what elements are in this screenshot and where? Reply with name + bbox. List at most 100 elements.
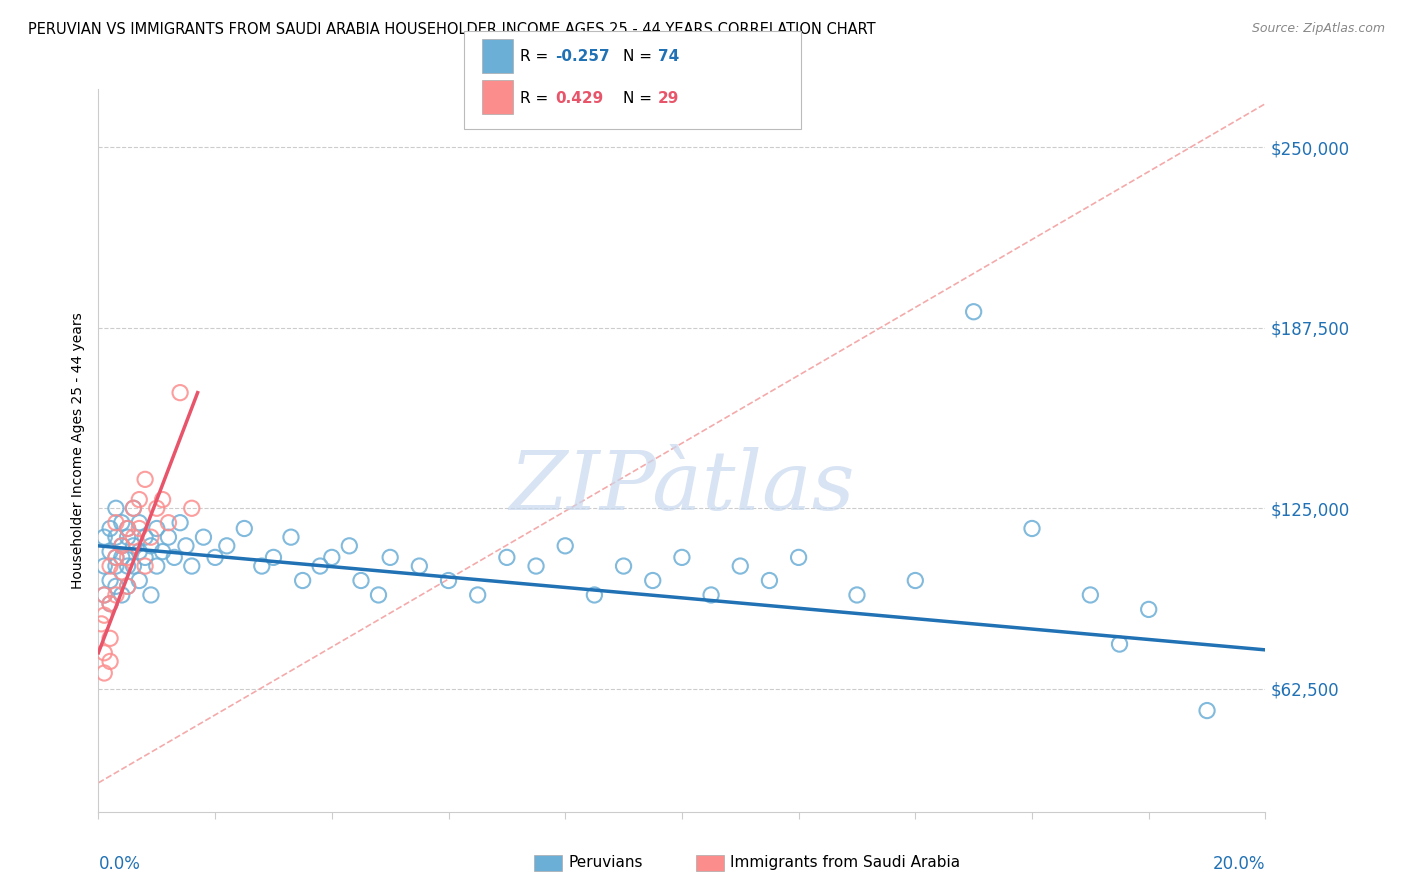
Point [104,550,127,565]
Point [146,521,169,535]
Point [111,565,134,579]
Point [215,539,238,553]
Point [111,550,134,565]
Text: 0.0%: 0.0% [98,855,141,873]
Point [98,574,121,588]
Point [117,521,139,535]
Point [700,588,723,602]
Point [671,550,693,565]
Point [174,539,197,553]
Point [641,574,664,588]
Point [104,516,127,530]
Point [111,516,134,530]
Point [291,574,314,588]
Point [730,559,752,574]
Point [152,492,174,507]
Point [122,559,145,574]
Point [146,559,169,574]
Point [122,501,145,516]
Point [904,574,927,588]
Point [437,574,460,588]
Point [612,559,634,574]
Point [122,539,145,553]
Text: 20.0%: 20.0% [1213,855,1265,873]
Point [408,559,430,574]
Point [962,304,984,318]
Point [139,530,162,544]
Point [111,539,134,553]
Point [128,516,150,530]
Point [128,574,150,588]
Point [134,530,156,544]
Point [93,588,115,602]
Point [758,574,780,588]
Point [90,616,112,631]
Point [1195,704,1218,718]
Point [163,550,186,565]
Point [321,550,343,565]
Point [193,530,215,544]
Point [93,608,115,623]
Point [139,588,162,602]
Point [104,588,127,602]
Point [98,632,121,646]
Point [280,530,302,544]
Point [250,559,273,574]
Text: R =: R = [520,91,558,105]
Point [146,501,169,516]
Point [1080,588,1102,602]
Point [111,588,134,602]
Point [309,559,332,574]
Point [104,501,127,516]
Point [122,501,145,516]
Text: Peruvians: Peruvians [568,855,643,870]
Point [93,646,115,660]
Point [233,521,256,535]
Point [111,539,134,553]
Point [152,544,174,558]
Text: PERUVIAN VS IMMIGRANTS FROM SAUDI ARABIA HOUSEHOLDER INCOME AGES 25 - 44 YEARS C: PERUVIAN VS IMMIGRANTS FROM SAUDI ARABIA… [28,22,876,37]
Point [117,530,139,544]
Text: -0.257: -0.257 [555,49,610,63]
Text: ZIPàtlas: ZIPàtlas [509,447,855,526]
Point [583,588,606,602]
Point [262,550,284,565]
Point [134,559,156,574]
Point [104,550,127,565]
Point [117,579,139,593]
Point [93,559,115,574]
Point [367,588,389,602]
Point [1021,521,1043,535]
Point [380,550,402,565]
Point [496,550,519,565]
Point [134,472,156,486]
Point [180,559,202,574]
Text: Immigrants from Saudi Arabia: Immigrants from Saudi Arabia [730,855,960,870]
Point [169,516,191,530]
Point [1108,637,1130,651]
Point [169,385,191,400]
Point [337,539,360,553]
Point [93,530,115,544]
Point [104,530,127,544]
Point [93,588,115,602]
Point [554,539,576,553]
Point [98,544,121,558]
Point [467,588,489,602]
Point [524,559,547,574]
Point [117,550,139,565]
Text: 29: 29 [658,91,679,105]
Point [122,530,145,544]
Point [846,588,869,602]
Point [104,559,127,574]
Point [139,539,162,553]
Text: Source: ZipAtlas.com: Source: ZipAtlas.com [1251,22,1385,36]
Point [128,492,150,507]
Point [98,655,121,669]
Point [134,550,156,565]
Point [350,574,373,588]
Text: N =: N = [623,49,657,63]
Point [98,521,121,535]
Point [98,597,121,611]
Point [117,521,139,535]
